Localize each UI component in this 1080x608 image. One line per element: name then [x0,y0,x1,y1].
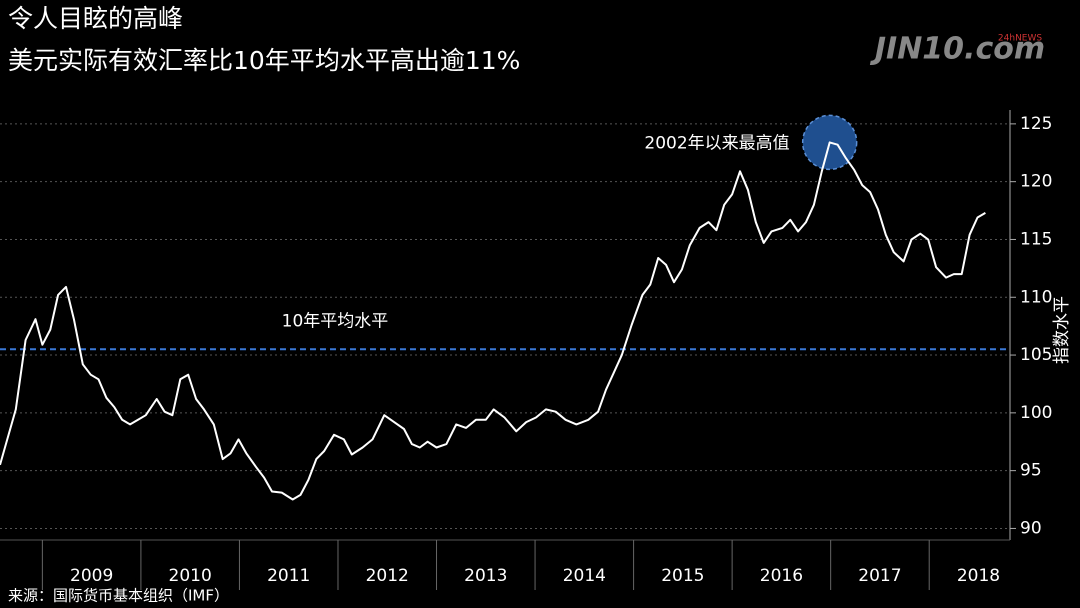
x-tick-label: 2010 [169,566,212,586]
watermark: JIN10.com [870,32,1045,67]
watermark-badge: 24hNEWS [998,34,1042,44]
x-tick-label: 2015 [661,566,704,586]
chart-title: 令人目眩的高峰 [8,4,183,33]
annotation-label: 2002年以来最高值 [644,133,789,153]
x-tick-label: 2011 [267,566,310,586]
x-tick-label: 2012 [366,566,409,586]
x-tick-label: 2013 [464,566,507,586]
y-tick-label: 115 [1020,229,1052,249]
data-line [0,141,986,501]
x-tick-label: 2018 [957,566,1000,586]
reference-label: 10年平均水平 [282,311,389,331]
y-tick-label: 120 [1020,172,1052,192]
y-tick-label: 95 [1020,461,1042,481]
x-tick-label: 2014 [563,566,606,586]
y-tick-label: 100 [1020,403,1052,423]
x-tick-label: 2017 [858,566,901,586]
x-tick-label: 2009 [70,566,113,586]
y-tick-label: 125 [1020,114,1052,134]
y-tick-label: 90 [1020,518,1042,538]
x-tick-label: 2016 [760,566,803,586]
y-tick-label: 110 [1020,287,1052,307]
y-axis-label: 指数水平 [1052,296,1072,364]
chart-subtitle: 美元实际有效汇率比10年平均水平高出逾11% [8,46,520,75]
y-tick-label: 105 [1020,345,1052,365]
source: 来源：国际货币基本组织（IMF） [8,587,229,605]
